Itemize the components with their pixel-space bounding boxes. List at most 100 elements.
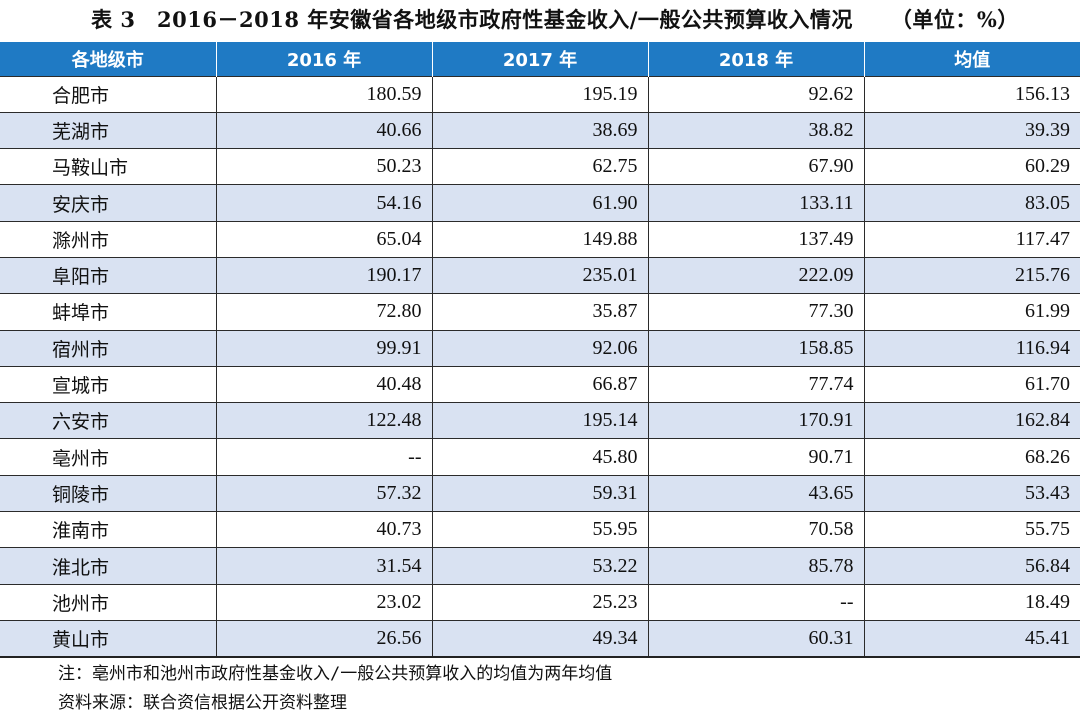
city-cell: 六安市 [0,402,217,440]
value-2017-cell: 61.90 [431,184,649,222]
city-cell: 黄山市 [0,619,217,658]
header-row: 各地级市 2016 年 2017 年 2018 年 均值 [0,42,1080,76]
value-2018-cell: 43.65 [647,474,865,513]
table-row: 芜湖市 40.66 38.69 38.82 39.39 [0,111,1080,150]
table-unit: （单位：%） [890,7,1019,32]
average-cell: 83.05 [863,184,1080,222]
city-cell: 铜陵市 [0,474,217,513]
average-cell: 56.84 [863,547,1080,585]
value-2016-cell: 54.16 [215,184,433,222]
value-2017-cell: 92.06 [431,329,649,367]
table-row: 淮南市 40.73 55.95 70.58 55.75 [0,511,1080,549]
value-2018-cell: 70.58 [647,511,865,549]
table-row: 六安市 122.48 195.14 170.91 162.84 [0,402,1080,440]
average-cell: 116.94 [863,329,1080,367]
value-2017-cell: 195.14 [431,402,649,440]
value-2017-cell: 66.87 [431,365,649,404]
table-title: 表 3 2016－2018 年安徽省各地级市政府性基金收入/一般公共预算收入情况… [0,0,1080,38]
value-2016-cell: 50.23 [215,148,433,186]
value-2017-cell: 45.80 [431,438,649,476]
value-2018-cell: 158.85 [647,329,865,367]
table-row: 滁州市 65.04 149.88 137.49 117.47 [0,220,1080,258]
header-2017: 2017 年 [431,42,648,76]
value-2017-cell: 149.88 [431,220,649,258]
table-row: 蚌埠市 72.80 35.87 77.30 61.99 [0,293,1080,331]
value-2018-cell: -- [647,583,865,621]
table-row: 安庆市 54.16 61.90 133.11 83.05 [0,184,1080,222]
average-cell: 68.26 [863,438,1080,476]
header-average: 均值 [863,42,1080,76]
value-2016-cell: 65.04 [215,220,433,258]
average-cell: 53.43 [863,474,1080,513]
value-2016-cell: 72.80 [215,293,433,331]
value-2017-cell: 55.95 [431,511,649,549]
value-2016-cell: 40.66 [215,111,433,150]
value-2017-cell: 53.22 [431,547,649,585]
header-city: 各地级市 [0,42,216,76]
header-2018: 2018 年 [647,42,864,76]
value-2016-cell: 57.32 [215,474,433,513]
city-cell: 宿州市 [0,329,217,367]
source-note: 资料来源：联合资信根据公开资料整理 [58,693,347,713]
value-2018-cell: 77.74 [647,365,865,404]
city-cell: 蚌埠市 [0,293,217,331]
table-row: 铜陵市 57.32 59.31 43.65 53.43 [0,474,1080,513]
table-notes: 注：亳州市和池州市政府性基金收入/一般公共预算收入的均值为两年均值 资料来源：联… [58,660,612,718]
city-cell: 阜阳市 [0,256,217,295]
value-2018-cell: 170.91 [647,402,865,440]
city-cell: 亳州市 [0,438,217,476]
data-table: 各地级市 2016 年 2017 年 2018 年 均值 合肥市 180.59 19… [0,42,1080,658]
table-body: 合肥市 180.59 195.19 92.62 156.13 芜湖市 40.66 38.69 3… [0,75,1080,658]
average-cell: 60.29 [863,148,1080,186]
average-cell: 117.47 [863,220,1080,258]
value-2017-cell: 235.01 [431,256,649,295]
table-row: 宿州市 99.91 92.06 158.85 116.94 [0,329,1080,367]
city-cell: 马鞍山市 [0,148,217,186]
table-row: 合肥市 180.59 195.19 92.62 156.13 [0,75,1080,113]
value-2018-cell: 90.71 [647,438,865,476]
table-row: 宣城市 40.48 66.87 77.74 61.70 [0,365,1080,404]
average-cell: 39.39 [863,111,1080,150]
table-row: 黄山市 26.56 49.34 60.31 45.41 [0,619,1080,658]
value-2018-cell: 67.90 [647,148,865,186]
value-2018-cell: 60.31 [647,619,865,658]
value-2017-cell: 59.31 [431,474,649,513]
value-2016-cell: 180.59 [215,75,433,113]
value-2016-cell: -- [215,438,433,476]
average-cell: 162.84 [863,402,1080,440]
table-title-text: 表 3 2016－2018 年安徽省各地级市政府性基金收入/一般公共预算收入情况 [91,7,853,32]
value-2016-cell: 122.48 [215,402,433,440]
average-cell: 61.70 [863,365,1080,404]
value-2016-cell: 40.48 [215,365,433,404]
table-row: 马鞍山市 50.23 62.75 67.90 60.29 [0,148,1080,186]
city-cell: 滁州市 [0,220,217,258]
value-2016-cell: 26.56 [215,619,433,658]
city-cell: 池州市 [0,583,217,621]
city-cell: 宣城市 [0,365,217,404]
table-row: 亳州市 -- 45.80 90.71 68.26 [0,438,1080,476]
value-2016-cell: 31.54 [215,547,433,585]
average-cell: 61.99 [863,293,1080,331]
value-2017-cell: 38.69 [431,111,649,150]
value-2016-cell: 23.02 [215,583,433,621]
value-2018-cell: 77.30 [647,293,865,331]
average-cell: 156.13 [863,75,1080,113]
value-2017-cell: 35.87 [431,293,649,331]
value-2018-cell: 85.78 [647,547,865,585]
table-row: 淮北市 31.54 53.22 85.78 56.84 [0,547,1080,585]
average-cell: 215.76 [863,256,1080,295]
value-2018-cell: 133.11 [647,184,865,222]
city-cell: 淮南市 [0,511,217,549]
average-cell: 18.49 [863,583,1080,621]
value-2018-cell: 92.62 [647,75,865,113]
value-2018-cell: 137.49 [647,220,865,258]
footnote: 注：亳州市和池州市政府性基金收入/一般公共预算收入的均值为两年均值 [58,664,613,684]
value-2018-cell: 222.09 [647,256,865,295]
value-2016-cell: 99.91 [215,329,433,367]
value-2016-cell: 190.17 [215,256,433,295]
city-cell: 合肥市 [0,75,217,113]
value-2017-cell: 49.34 [431,619,649,658]
table-row: 阜阳市 190.17 235.01 222.09 215.76 [0,256,1080,295]
average-cell: 45.41 [863,619,1080,658]
value-2018-cell: 38.82 [647,111,865,150]
